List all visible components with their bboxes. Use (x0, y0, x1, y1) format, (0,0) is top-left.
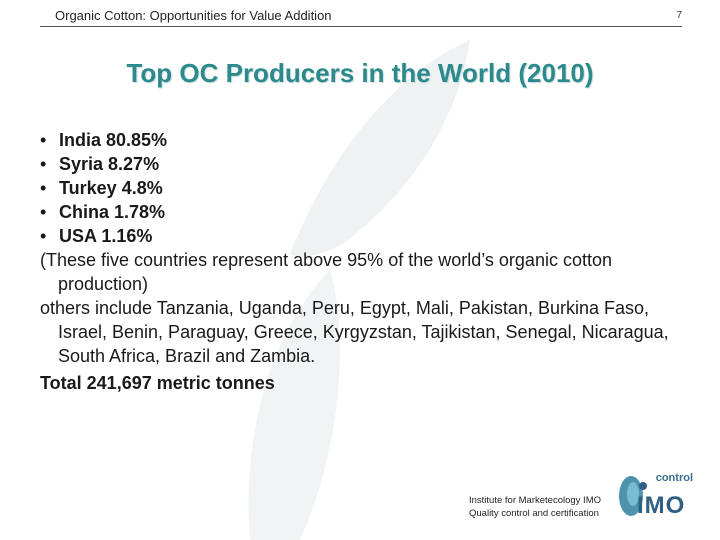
org-tagline: Quality control and certification (469, 508, 599, 519)
org-name: Institute for Marketecology IMO (469, 495, 601, 506)
header-title: Organic Cotton: Opportunities for Value … (55, 8, 332, 23)
logo-swoosh-icon (619, 476, 647, 516)
total-production: Total 241,697 metric tonnes (40, 373, 275, 393)
slide-header: Organic Cotton: Opportunities for Value … (40, 6, 682, 27)
logo-control-text: control (655, 472, 693, 484)
list-item: India 80.85% (40, 128, 680, 152)
other-countries: others include Tanzania, Uganda, Peru, E… (40, 298, 669, 366)
list-item: USA 1.16% (40, 224, 680, 248)
slide-content: India 80.85% Syria 8.27% Turkey 4.8% Chi… (40, 128, 680, 395)
logo-imo-text: IMO (637, 492, 686, 519)
share-note: (These five countries represent above 95… (40, 250, 612, 294)
page-number: 7 (676, 10, 682, 21)
footer-organization: Institute for Marketecology IMO Quality … (469, 494, 601, 520)
list-item: China 1.78% (40, 200, 680, 224)
list-item: Syria 8.27% (40, 152, 680, 176)
list-item: Turkey 4.8% (40, 176, 680, 200)
producer-list: India 80.85% Syria 8.27% Turkey 4.8% Chi… (40, 128, 680, 248)
imo-logo: control IMO (615, 468, 697, 524)
slide-title: Top OC Producers in the World (2010) (126, 58, 594, 88)
